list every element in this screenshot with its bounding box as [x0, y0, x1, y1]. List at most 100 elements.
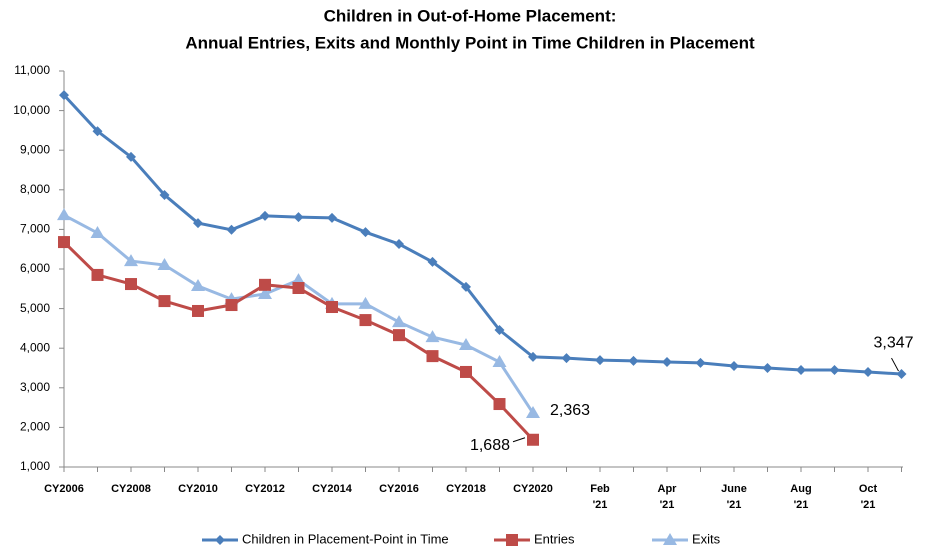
point	[628, 355, 639, 366]
x-tick-label: CY2010	[178, 483, 218, 495]
point	[663, 533, 677, 545]
point	[829, 364, 840, 375]
point	[729, 361, 739, 372]
point	[561, 353, 572, 364]
point	[226, 224, 237, 235]
point	[292, 282, 305, 295]
point	[59, 90, 69, 101]
y-tick-label: 9,000	[20, 142, 50, 156]
x-tick-label: CY2006	[44, 483, 84, 495]
x-tick-label-line: '21	[660, 499, 675, 511]
x-tick-label: CY2020	[513, 483, 553, 495]
x-tick-label-line: Feb	[590, 483, 610, 495]
x-tick-label-line: '21	[861, 499, 876, 511]
data-label: 3,347	[873, 334, 913, 351]
legend-label: Exits	[692, 531, 721, 546]
point	[258, 286, 272, 299]
point	[126, 151, 136, 162]
point	[695, 357, 706, 368]
x-tick-label-line: '21	[727, 499, 742, 511]
leader-line	[891, 357, 899, 372]
point	[215, 535, 225, 545]
point	[527, 433, 539, 446]
y-tick-label: 5,000	[20, 301, 50, 315]
legend-label: Children in Placement-Point in Time	[242, 531, 449, 546]
point	[193, 218, 203, 229]
x-tick-label-line: Aug	[790, 483, 811, 495]
y-tick-label: 11,000	[14, 63, 50, 77]
point	[92, 126, 103, 137]
point	[225, 299, 238, 312]
point	[293, 212, 304, 223]
y-tick-label: 7,000	[20, 222, 50, 236]
data-label: 2,363	[550, 402, 590, 419]
point	[528, 351, 538, 362]
point	[762, 363, 773, 373]
point	[360, 227, 371, 238]
point	[326, 301, 338, 314]
x-tick-label: Feb '21	[590, 483, 610, 511]
x-tick-label: CY2008	[111, 483, 151, 495]
point	[91, 268, 104, 281]
x-tick-label-line: '21	[593, 499, 608, 511]
point	[157, 258, 172, 271]
point	[494, 324, 505, 335]
x-tick-label: Apr '21	[658, 483, 678, 511]
x-tick-label: CY2014	[312, 483, 353, 495]
point	[392, 315, 406, 328]
y-tick-label: 4,000	[20, 340, 50, 354]
point	[863, 366, 873, 377]
point	[191, 279, 205, 292]
legend-label: Entries	[534, 531, 575, 546]
point	[506, 534, 518, 546]
point	[192, 304, 204, 317]
leader-line	[512, 437, 526, 443]
point	[427, 256, 438, 267]
point	[393, 329, 405, 342]
y-tick-label: 1,000	[20, 459, 50, 473]
point	[57, 208, 71, 221]
point	[358, 296, 373, 309]
point	[896, 369, 907, 380]
point	[425, 330, 440, 343]
point	[595, 355, 605, 366]
y-tick-label: 3,000	[20, 380, 50, 394]
point	[125, 278, 137, 291]
data-label: 1,688	[470, 437, 510, 454]
point	[124, 254, 138, 267]
x-tick-label: CY2012	[245, 483, 285, 495]
y-tick-label: 2,000	[20, 420, 50, 434]
point	[461, 281, 471, 292]
point	[159, 189, 170, 200]
point	[796, 364, 806, 375]
point	[662, 357, 672, 368]
point	[493, 398, 506, 411]
point	[426, 350, 439, 363]
x-tick-label: CY2018	[446, 483, 486, 495]
point	[259, 278, 271, 291]
y-tick-label: 8,000	[20, 182, 50, 196]
point	[394, 239, 404, 250]
point	[58, 236, 70, 249]
x-tick-label-line: June	[721, 483, 747, 495]
point	[260, 210, 270, 221]
x-tick-label: Aug '21	[790, 483, 811, 511]
point	[492, 355, 507, 368]
point	[460, 365, 472, 378]
point	[158, 295, 171, 308]
x-tick-label-line: '21	[794, 499, 809, 511]
point	[90, 225, 105, 238]
series-line	[62, 241, 535, 441]
point	[526, 406, 540, 419]
x-tick-label: June '21	[721, 483, 747, 511]
x-tick-label: CY2016	[379, 483, 419, 495]
y-tick-label: 10,000	[13, 103, 50, 117]
x-tick-label-line: Oct	[859, 483, 878, 495]
series-line	[63, 213, 535, 414]
point	[359, 314, 372, 327]
y-tick-label: 6,000	[20, 261, 50, 275]
x-tick-label-line: Apr	[658, 483, 678, 495]
point	[459, 338, 473, 351]
chart-title: Annual Entries, Exits and Monthly Point …	[185, 33, 755, 52]
